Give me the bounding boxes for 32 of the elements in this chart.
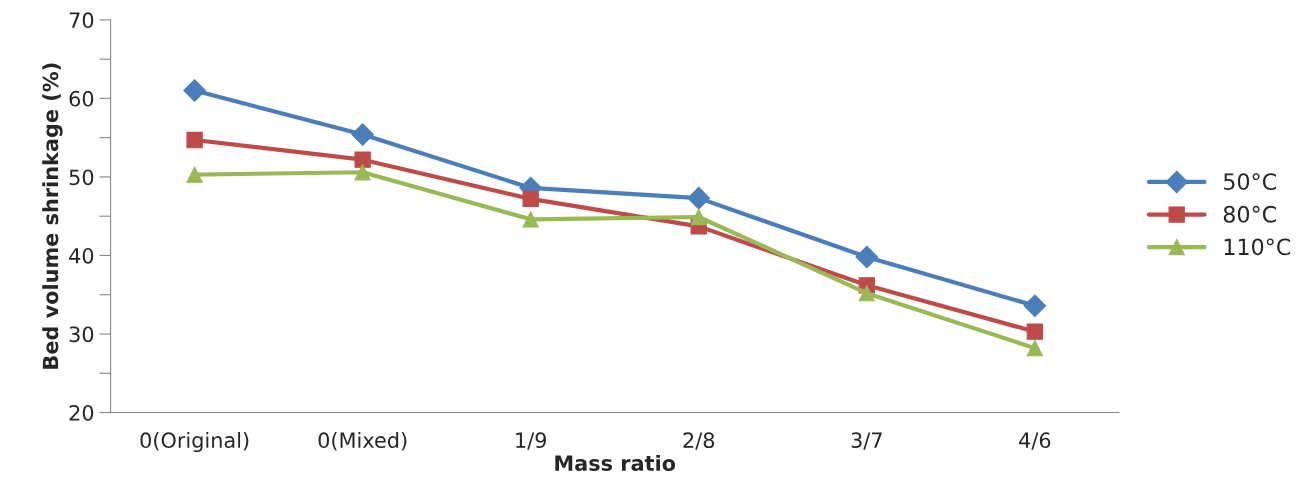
- point: [186, 166, 203, 183]
- y-tick-label: 30: [69, 326, 94, 343]
- point: [522, 190, 539, 208]
- y-axis-title: Bed volume shrinkage (%): [42, 63, 63, 369]
- point: [1023, 294, 1047, 318]
- point: [522, 211, 539, 228]
- point: [186, 131, 203, 149]
- point: [351, 123, 374, 146]
- legend-label: 80°C: [1223, 205, 1276, 223]
- x-tick-label: 4/6: [1019, 432, 1051, 450]
- point: [1026, 323, 1043, 340]
- x-tick-label: 2/8: [683, 432, 715, 450]
- point: [858, 284, 875, 302]
- legend-label: 110°C: [1224, 238, 1291, 256]
- x-tick-label: 1/9: [516, 432, 546, 450]
- y-tick-label: 50: [69, 169, 94, 186]
- y-tick-label: 20: [69, 404, 94, 421]
- x-tick-label: 3/7: [851, 432, 882, 450]
- y-tick-label: 60: [69, 90, 94, 107]
- point: [354, 164, 371, 181]
- x-axis-title: Mass ratio: [555, 454, 676, 472]
- point: [690, 208, 707, 226]
- point: [354, 151, 371, 168]
- legend-label: 50°C: [1223, 173, 1276, 191]
- y-tick-label: 70: [69, 12, 94, 29]
- x-tick-label: 0(Original): [140, 431, 249, 453]
- point: [183, 79, 206, 102]
- point: [687, 186, 711, 210]
- point: [1026, 339, 1043, 357]
- y-tick-label: 40: [69, 247, 94, 264]
- x-tick-label: 0(Mixed): [318, 431, 407, 451]
- point: [855, 245, 879, 269]
